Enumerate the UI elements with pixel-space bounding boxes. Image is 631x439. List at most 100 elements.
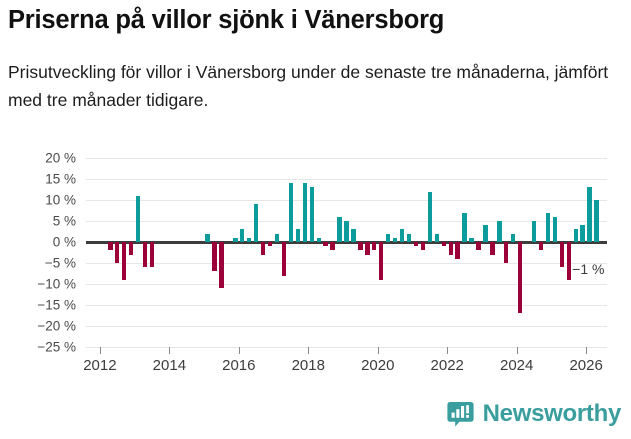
x-tick-label: 2012	[83, 357, 117, 374]
x-tick	[377, 347, 379, 354]
x-tick	[238, 347, 240, 354]
bar	[587, 187, 592, 242]
bar	[295, 229, 301, 242]
gridline	[86, 158, 607, 159]
bar	[441, 242, 446, 247]
bar	[351, 229, 356, 242]
newsworthy-wordmark: Newsworthy	[482, 400, 622, 427]
x-tick-label: 2020	[361, 357, 395, 374]
bar	[406, 233, 412, 242]
bar	[559, 242, 565, 268]
bar	[538, 242, 544, 251]
page-subtitle: Prisutveckling för villor i Vänersborg u…	[8, 62, 609, 110]
gridline	[86, 284, 607, 285]
y-tick-label: −10 %	[37, 276, 76, 292]
bar	[580, 225, 585, 242]
zero-line	[86, 240, 607, 244]
x-tick-label: 2016	[222, 357, 256, 374]
bar	[309, 187, 314, 242]
y-tick-label: 10 %	[45, 192, 76, 208]
chart-area: 20 % 15 % 10 % 5 % 0 % −5 % −10 % −15 % −20 % −25…	[0, 145, 631, 395]
gridline	[86, 179, 607, 180]
bar	[490, 242, 495, 255]
bar	[566, 242, 571, 280]
bar	[379, 242, 384, 280]
bar	[531, 221, 537, 242]
page-title: Priserna på villor sjönk i Vänersborg	[8, 6, 445, 34]
gridline	[86, 305, 607, 306]
y-tick-label: 15 %	[45, 171, 76, 187]
value-callout-label: −1 %	[572, 261, 605, 278]
bar	[476, 242, 481, 251]
y-tick-label: −25 %	[37, 339, 76, 355]
x-tick	[99, 347, 101, 354]
gridline	[86, 263, 607, 264]
bar	[545, 212, 551, 242]
bar	[212, 242, 217, 272]
plot-bars	[86, 145, 607, 347]
x-tick	[516, 347, 518, 354]
bar	[469, 237, 474, 242]
bar	[128, 242, 134, 255]
bar	[399, 229, 405, 242]
x-tick-label: 2022	[430, 357, 464, 374]
footer: Newsworthy	[0, 396, 631, 439]
bar	[385, 233, 391, 242]
bar	[253, 204, 259, 242]
bar	[149, 242, 155, 268]
y-tick-label: 20 %	[45, 150, 76, 166]
x-tick-label: 2018	[291, 357, 325, 374]
bar	[233, 237, 238, 242]
bar	[594, 200, 599, 242]
bar	[365, 242, 370, 255]
bar	[483, 225, 488, 242]
bar	[122, 242, 127, 280]
x-tick	[586, 347, 588, 354]
bar	[372, 242, 377, 251]
bar	[455, 242, 460, 259]
bar	[337, 216, 342, 242]
bar	[420, 242, 426, 251]
bar	[448, 242, 453, 255]
bar	[260, 242, 266, 255]
bar	[142, 242, 148, 268]
bar	[281, 242, 287, 276]
x-tick	[447, 347, 449, 354]
y-tick-label: −20 %	[37, 318, 76, 334]
x-axis: 2012 2014 2016 2018 2020 2022 2024 2026	[83, 347, 607, 387]
bar	[517, 242, 523, 314]
bar	[219, 242, 224, 289]
x-tick-label: 2024	[500, 357, 534, 374]
bar	[358, 242, 363, 251]
bar	[247, 237, 252, 242]
x-tick	[308, 347, 310, 354]
bar	[413, 242, 419, 247]
bar	[504, 242, 509, 263]
bar	[108, 242, 113, 251]
bar	[434, 233, 439, 242]
bar	[302, 183, 307, 242]
y-tick-label: −15 %	[37, 297, 76, 313]
bar	[205, 233, 210, 242]
bar	[344, 221, 349, 242]
bar	[267, 242, 273, 247]
bar	[135, 195, 141, 242]
newsworthy-logo: Newsworthy	[447, 400, 621, 428]
y-tick-label: 0 %	[52, 234, 76, 250]
y-tick-label: 5 %	[52, 213, 76, 229]
bar	[497, 221, 502, 242]
x-tick-label: 2014	[152, 357, 187, 374]
bar	[316, 237, 321, 242]
bar	[462, 212, 467, 242]
bar	[511, 233, 516, 242]
bar	[115, 242, 120, 263]
gridline	[86, 326, 607, 327]
gridline	[86, 200, 607, 201]
gridline	[86, 347, 607, 348]
bar	[240, 229, 245, 242]
bar	[427, 191, 433, 242]
bar	[288, 183, 294, 242]
bar	[573, 229, 578, 242]
bar-chart-speech-bubble-icon	[447, 401, 474, 428]
bar	[552, 216, 558, 242]
